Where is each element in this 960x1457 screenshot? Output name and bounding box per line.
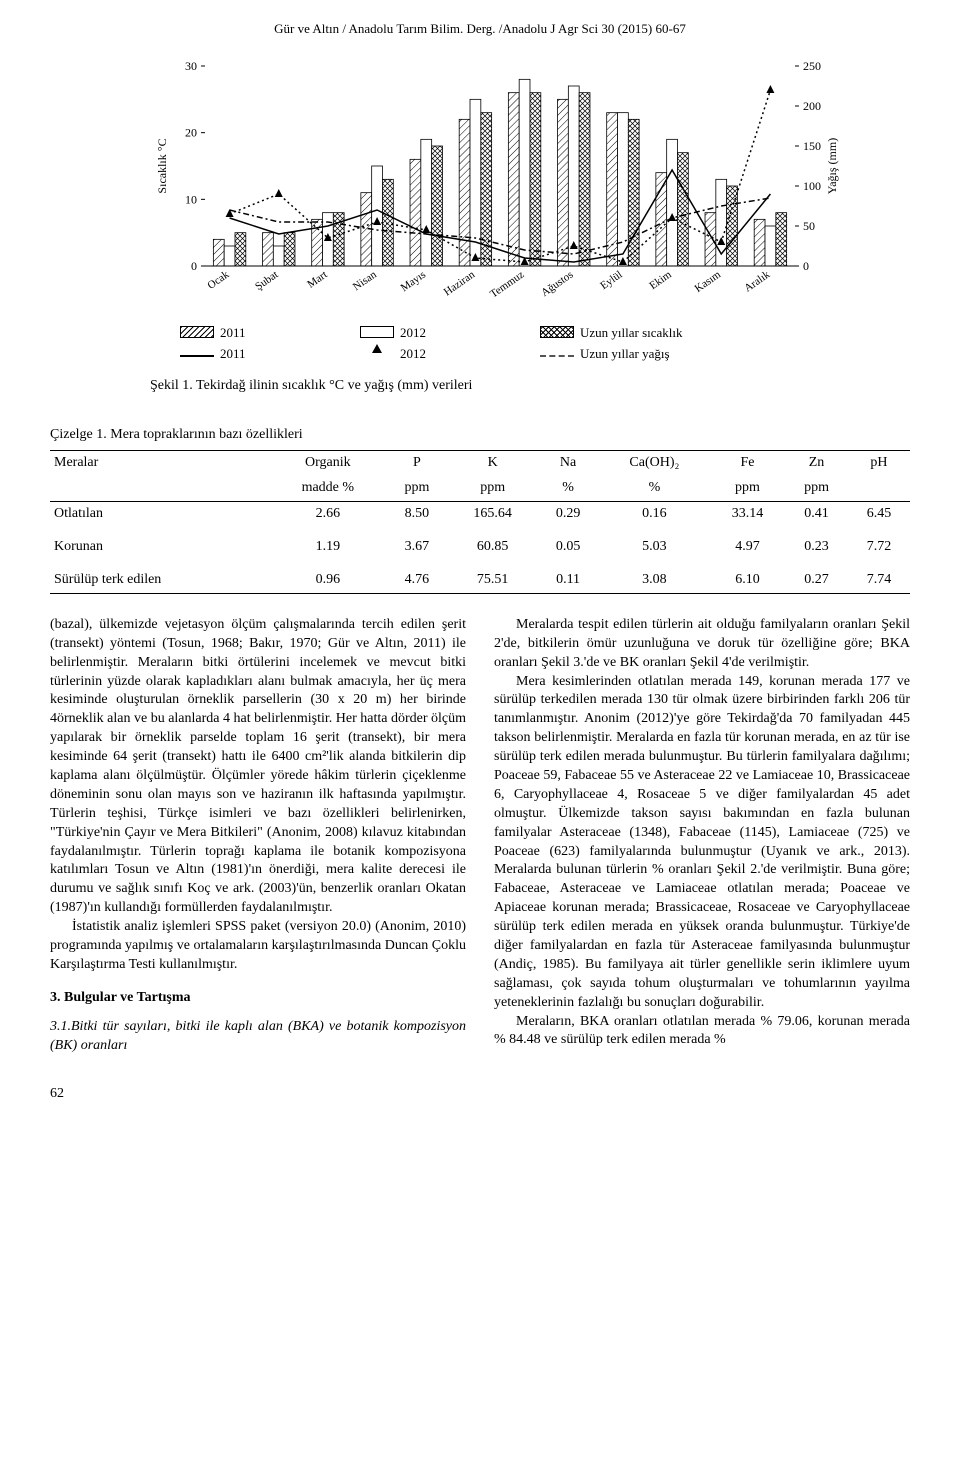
svg-text:Mayıs: Mayıs bbox=[399, 268, 428, 294]
svg-text:10: 10 bbox=[185, 192, 197, 206]
svg-text:Eylül: Eylül bbox=[598, 268, 624, 292]
svg-text:0: 0 bbox=[803, 259, 809, 273]
climate-chart: 0 10 20 30 0 50 100 150 200 250 Sıcaklık °C Yağış (… bbox=[150, 56, 850, 316]
figure-1: 0 10 20 30 0 50 100 150 200 250 Sıcaklık °C Yağış (… bbox=[150, 56, 850, 316]
left-column: (bazal), ülkemizde vejetasyon ölçüm çalı… bbox=[50, 616, 466, 1060]
soil-table: MeralarOrganikPKNaCa(OH)₂FeZnpH madde %p… bbox=[50, 450, 910, 593]
right-p3: Meraların, BKA oranları otlatılan merada… bbox=[494, 1013, 910, 1051]
section-3-heading: 3. Bulgular ve Tartışma bbox=[50, 989, 466, 1008]
legend-temp-2011: 2011 bbox=[180, 324, 320, 342]
svg-text:Temmuz: Temmuz bbox=[488, 268, 526, 300]
right-p1: Meralarda tespit edilen türlerin ait old… bbox=[494, 616, 910, 673]
svg-text:Kasım: Kasım bbox=[693, 268, 724, 295]
svg-text:200: 200 bbox=[803, 99, 821, 113]
legend-row-1: 2011 2012 Uzun yıllar sıcaklık bbox=[180, 324, 910, 342]
right-p2: Mera kesimlerinden otlatılan merada 149,… bbox=[494, 673, 910, 1013]
svg-text:0: 0 bbox=[191, 259, 197, 273]
section-3-1-heading: 3.1.Bitki tür sayıları, bitki ile kaplı … bbox=[50, 1018, 466, 1056]
svg-text:Mart: Mart bbox=[305, 268, 329, 290]
svg-text:Ocak: Ocak bbox=[205, 268, 231, 291]
legend-rain-uzun: Uzun yıllar yağış bbox=[540, 345, 680, 363]
left-p2: İstatistik analiz işlemleri SPSS paket (… bbox=[50, 918, 466, 975]
svg-text:20: 20 bbox=[185, 125, 197, 139]
figure-1-caption: Şekil 1. Tekirdağ ilinin sıcaklık °C ve … bbox=[150, 377, 910, 396]
svg-text:50: 50 bbox=[803, 219, 815, 233]
legend-temp-2012: 2012 bbox=[360, 324, 500, 342]
table-row: Otlatılan2.668.50165.640.290.1633.140.41… bbox=[50, 502, 910, 527]
svg-text:Yağış (mm): Yağış (mm) bbox=[825, 137, 839, 193]
table-row: Sürülüp terk edilen0.964.7675.510.113.08… bbox=[50, 568, 910, 593]
svg-text:Nisan: Nisan bbox=[351, 268, 379, 293]
legend-row-2: 2011 2012 Uzun yıllar yağış bbox=[180, 345, 910, 363]
svg-text:30: 30 bbox=[185, 59, 197, 73]
svg-text:Aralık: Aralık bbox=[742, 268, 772, 294]
svg-text:150: 150 bbox=[803, 139, 821, 153]
svg-text:250: 250 bbox=[803, 59, 821, 73]
legend-rain-2012: 2012 bbox=[360, 345, 500, 363]
svg-text:Şubat: Şubat bbox=[253, 268, 280, 292]
table-row: Korunan1.193.6760.850.055.034.970.237.72 bbox=[50, 535, 910, 560]
legend-temp-uzun: Uzun yıllar sıcaklık bbox=[540, 324, 683, 342]
legend-rain-2011: 2011 bbox=[180, 345, 320, 363]
running-head: Gür ve Altın / Anadolu Tarım Bilim. Derg… bbox=[50, 20, 910, 38]
right-column: Meralarda tespit edilen türlerin ait old… bbox=[494, 616, 910, 1060]
left-p1: (bazal), ülkemizde vejetasyon ölçüm çalı… bbox=[50, 616, 466, 918]
svg-text:Haziran: Haziran bbox=[442, 268, 478, 298]
svg-text:Sıcaklık °C: Sıcaklık °C bbox=[155, 138, 169, 193]
page-number: 62 bbox=[50, 1085, 910, 1104]
svg-text:100: 100 bbox=[803, 179, 821, 193]
svg-text:Ekim: Ekim bbox=[647, 268, 674, 292]
table-1-caption: Çizelge 1. Mera topraklarının bazı özell… bbox=[50, 426, 910, 445]
svg-text:Ağustos: Ağustos bbox=[539, 268, 575, 299]
body-columns: (bazal), ülkemizde vejetasyon ölçüm çalı… bbox=[50, 616, 910, 1060]
